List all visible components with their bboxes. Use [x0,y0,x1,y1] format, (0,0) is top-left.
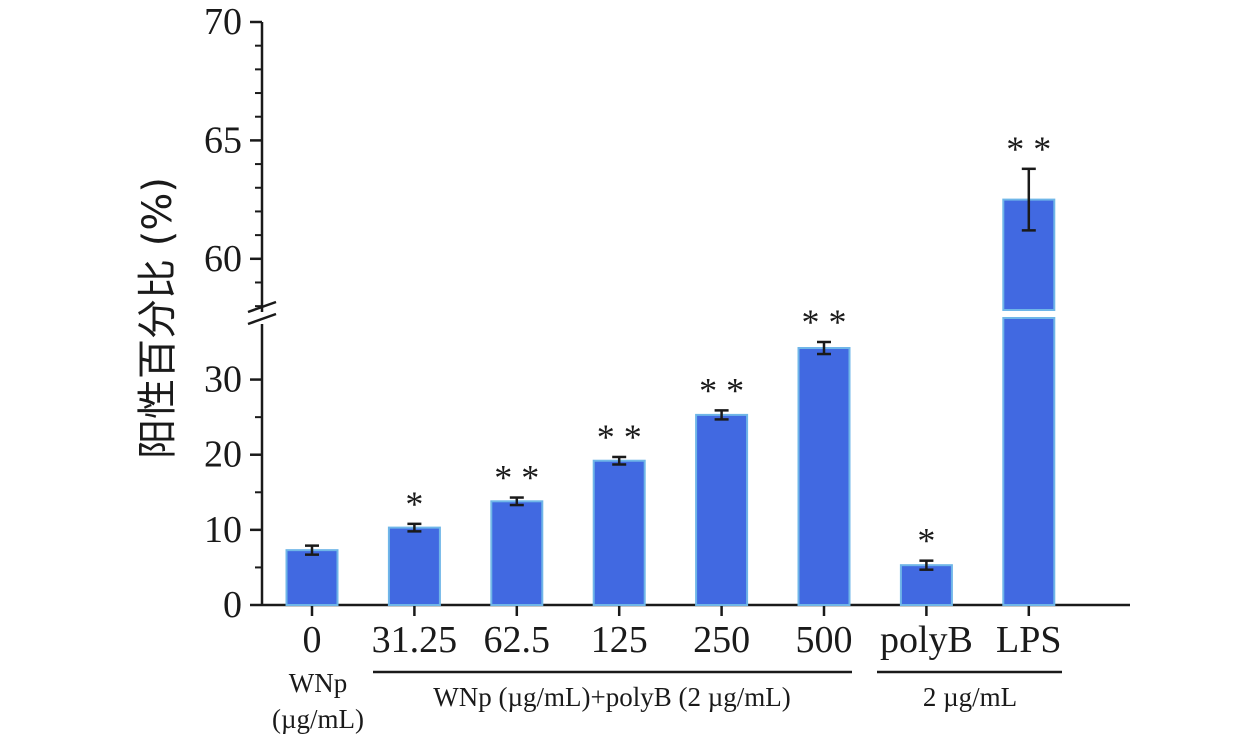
y-tick-label: 60 [204,238,242,280]
y-tick-label: 0 [223,584,242,626]
group-label-wnp-line2: (µg/mL) [272,704,364,734]
group-label-wnp-line1: WNp [289,668,347,698]
bar [899,564,953,606]
group-label-controls: 2 µg/mL [923,682,1017,712]
significance-label: * * [494,458,539,498]
bar [592,459,646,606]
x-tick-label: LPS [996,619,1061,661]
x-tick-label: 62.5 [484,619,551,661]
x-tick-label: polyB [880,619,973,661]
bar [285,549,339,606]
significance-label: * * [597,417,642,457]
significance-label: * [917,521,935,561]
axis-break-mark [247,312,277,326]
group-label-combo: WNp (µg/mL)+polyB (2 µg/mL) [433,682,791,712]
axes: 0 10 20 30 60 65 70 [204,1,1130,626]
significance-label: * [405,484,423,524]
x-tick-label: 125 [591,619,648,661]
bar [797,347,851,606]
y-axis-label: 阳性百分比 (%) [135,177,181,459]
bar [490,500,544,606]
x-tick-label: 0 [303,619,322,661]
y-tick-label: 30 [204,359,242,401]
bars [285,198,1056,607]
error-bars [305,167,1036,571]
y-tick-label: 20 [204,434,242,476]
significance-label: * * [1006,129,1051,169]
x-tick-label: 31.25 [372,619,458,661]
significance-label: * * [699,370,744,410]
x-tick-label: 250 [693,619,750,661]
x-tick-label: 500 [796,619,853,661]
bar [1002,317,1056,606]
significance-label: * * [802,302,847,342]
y-tick-label: 70 [204,1,242,43]
y-tick-label: 65 [204,119,242,161]
y-tick-label: 10 [204,509,242,551]
labels: 阳性百分比 (%) WNp (µg/mL) WNp (µg/mL)+polyB … [135,129,1062,734]
bar [695,413,749,607]
bar [387,526,441,606]
